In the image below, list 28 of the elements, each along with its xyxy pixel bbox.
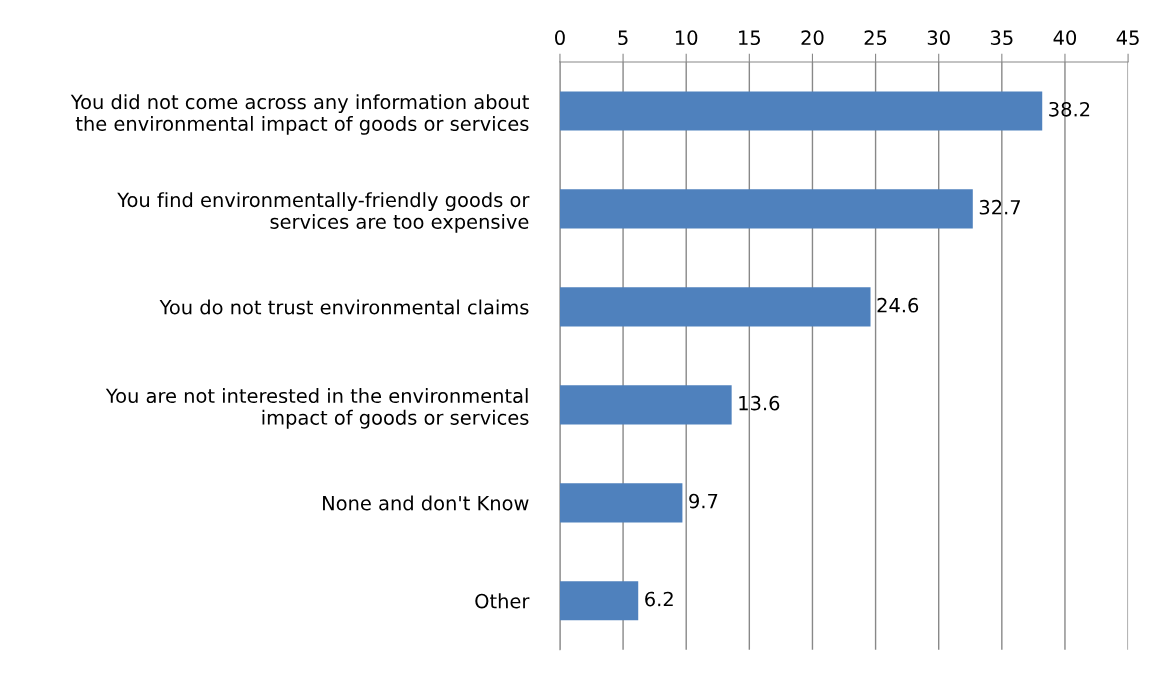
x-tick-label: 15 <box>739 30 760 46</box>
bar <box>559 581 639 621</box>
x-tick-label: 30 <box>927 30 950 46</box>
bar <box>559 189 973 229</box>
data-label: 9.7 <box>689 493 718 509</box>
bar <box>559 385 732 425</box>
bar <box>559 287 871 327</box>
y-tick-label: Other <box>475 593 530 609</box>
data-label: 38.2 <box>1049 101 1090 117</box>
data-label: 32.7 <box>979 199 1020 215</box>
x-tick-label: 20 <box>801 30 824 46</box>
data-label: 13.6 <box>739 395 780 411</box>
bar <box>559 91 1043 131</box>
x-tick-label: 45 <box>1116 30 1139 46</box>
y-tick-label: You do not trust environmental claims <box>159 299 529 315</box>
y-tick-label: You find environmentally-friendly goods or services are too expensive <box>117 192 530 233</box>
y-tick-label: None and don't Know <box>323 495 529 511</box>
x-tick-label: 40 <box>1053 30 1077 46</box>
bar <box>559 483 683 523</box>
x-tick-label: 35 <box>990 30 1013 46</box>
x-tick-label: 25 <box>864 30 887 46</box>
y-tick-label: You did not come across any information about the environmental impact of goods or services <box>70 94 529 135</box>
y-tick-label: You are not interested in the environmental impact of goods or services <box>105 388 529 429</box>
data-label: 24.6 <box>877 297 919 313</box>
data-label: 6.2 <box>645 591 673 607</box>
x-tick-label: 5 <box>618 30 628 46</box>
x-tick-label: 10 <box>675 30 698 46</box>
x-tick-label: 0 <box>555 30 565 46</box>
